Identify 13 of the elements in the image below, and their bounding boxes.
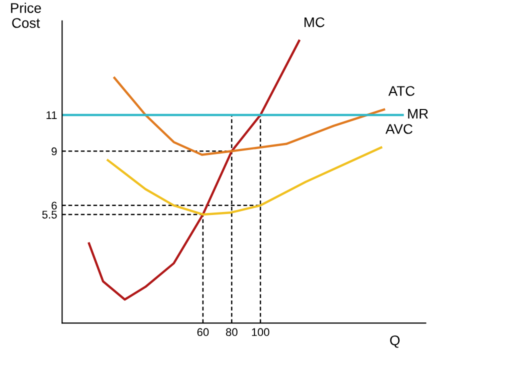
series-label: MR	[408, 109, 428, 119]
y-tick-label: 5.5	[42, 210, 57, 219]
series-label: AVC	[386, 124, 412, 134]
series-label: MC	[304, 17, 324, 28]
y-tick-label: 11	[46, 111, 57, 119]
x-tick-label: 100	[252, 328, 270, 336]
y-axis-title: Price Cost	[11, 2, 41, 28]
x-tick-label: 80	[226, 328, 238, 336]
series-label: ATC	[388, 86, 415, 96]
y-tick-label: 6	[52, 202, 57, 210]
y-tick-label: 9	[52, 147, 57, 156]
x-tick-label: 60	[197, 328, 209, 336]
x-axis-title: Q	[390, 335, 400, 348]
